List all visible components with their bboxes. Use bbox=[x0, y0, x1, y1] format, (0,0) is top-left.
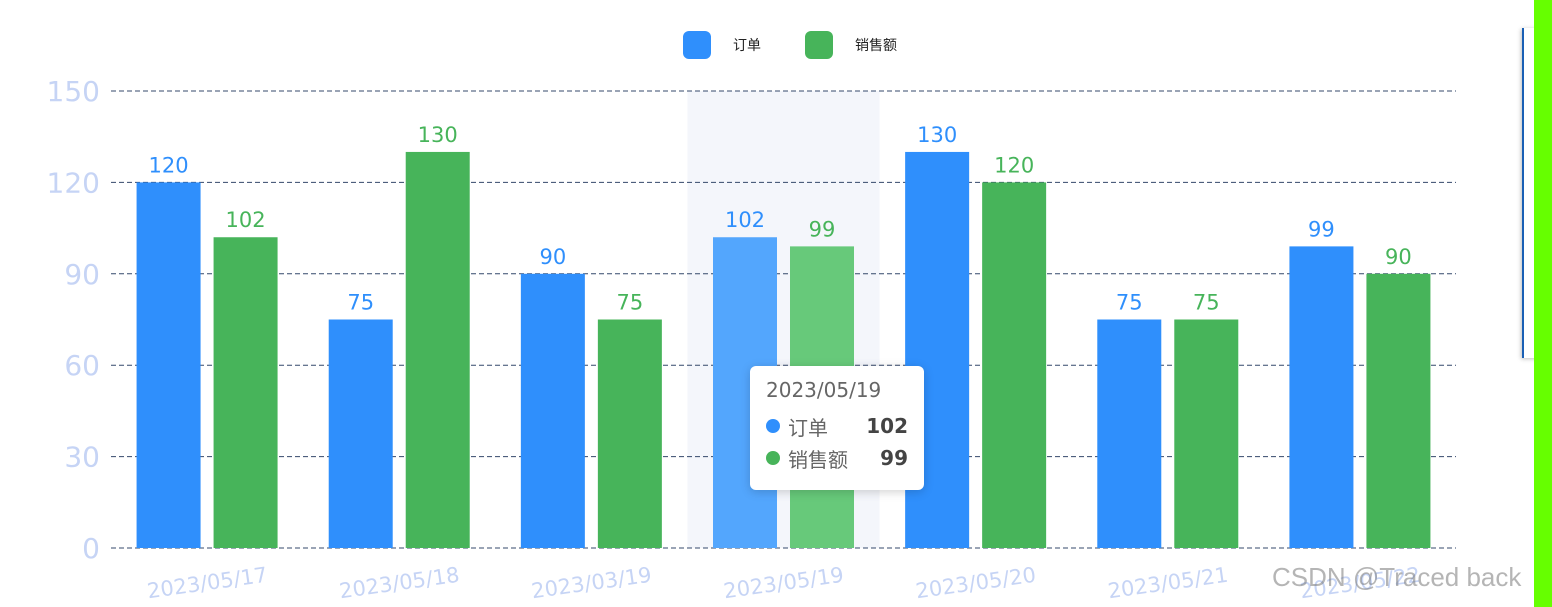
data-label: 90 bbox=[539, 245, 566, 269]
bar-sales bbox=[597, 319, 662, 548]
sidebar-strip bbox=[1534, 0, 1552, 607]
y-tick-label: 120 bbox=[47, 166, 100, 199]
data-label: 130 bbox=[917, 123, 957, 147]
data-label: 130 bbox=[418, 123, 458, 147]
y-tick-label: 60 bbox=[64, 349, 100, 382]
tooltip-row-orders: 订单 102 bbox=[766, 410, 908, 442]
tooltip-name-sales: 销售额 bbox=[788, 447, 848, 472]
tooltip: 2023/05/19 订单 102 销售额 99 bbox=[750, 366, 924, 490]
tooltip-row-sales: 销售额 99 bbox=[766, 442, 908, 474]
bar-orders bbox=[328, 319, 393, 548]
watermark: CSDN @Traced back bbox=[1272, 562, 1522, 592]
x-tick-label: 2023/05/17 bbox=[146, 563, 269, 604]
tooltip-value-orders: 102 bbox=[866, 414, 908, 438]
bar-orders bbox=[1289, 246, 1354, 548]
y-tick-label: 0 bbox=[82, 532, 100, 565]
legend-item-sales[interactable]: 销售额 bbox=[805, 31, 897, 59]
data-label: 102 bbox=[725, 208, 765, 232]
bar-sales bbox=[1174, 319, 1239, 548]
x-tick-label: 2023/05/20 bbox=[914, 563, 1037, 604]
tooltip-title: 2023/05/19 bbox=[766, 378, 882, 402]
bar-orders bbox=[136, 182, 201, 548]
bar-sales bbox=[405, 151, 470, 548]
bar-orders bbox=[520, 273, 585, 548]
bar-sales bbox=[1366, 273, 1431, 548]
legend-swatch-sales bbox=[805, 31, 833, 59]
data-label: 120 bbox=[994, 153, 1034, 177]
y-tick-label: 150 bbox=[47, 75, 100, 108]
data-label: 120 bbox=[149, 153, 189, 177]
data-label: 102 bbox=[226, 208, 266, 232]
bar-sales bbox=[982, 182, 1047, 548]
data-label: 99 bbox=[1308, 217, 1335, 241]
x-tick-label: 2023/05/19 bbox=[722, 563, 845, 604]
legend-swatch-orders bbox=[683, 31, 711, 59]
data-label: 90 bbox=[1385, 245, 1412, 269]
legend-label-sales: 销售额 bbox=[855, 38, 897, 54]
data-label: 75 bbox=[616, 291, 643, 315]
x-tick-label: 2023/05/21 bbox=[1106, 563, 1229, 604]
legend: 订单 销售额 bbox=[683, 31, 941, 59]
x-tick-label: 2023/05/18 bbox=[338, 563, 461, 604]
legend-label-orders: 订单 bbox=[733, 38, 761, 54]
tooltip-dot-sales bbox=[766, 451, 780, 465]
data-label: 75 bbox=[1193, 291, 1220, 315]
tooltip-dot-orders bbox=[766, 419, 780, 433]
bar-orders bbox=[1097, 319, 1162, 548]
data-label: 99 bbox=[809, 217, 836, 241]
legend-item-orders[interactable]: 订单 bbox=[683, 31, 761, 59]
x-tick-label: 2023/03/19 bbox=[530, 563, 653, 604]
y-tick-label: 30 bbox=[64, 441, 100, 474]
data-label: 75 bbox=[1116, 291, 1143, 315]
tooltip-value-sales: 99 bbox=[880, 446, 908, 470]
bar-sales bbox=[213, 237, 278, 549]
y-tick-label: 90 bbox=[64, 258, 100, 291]
data-label: 75 bbox=[347, 291, 374, 315]
tooltip-name-orders: 订单 bbox=[788, 415, 828, 440]
